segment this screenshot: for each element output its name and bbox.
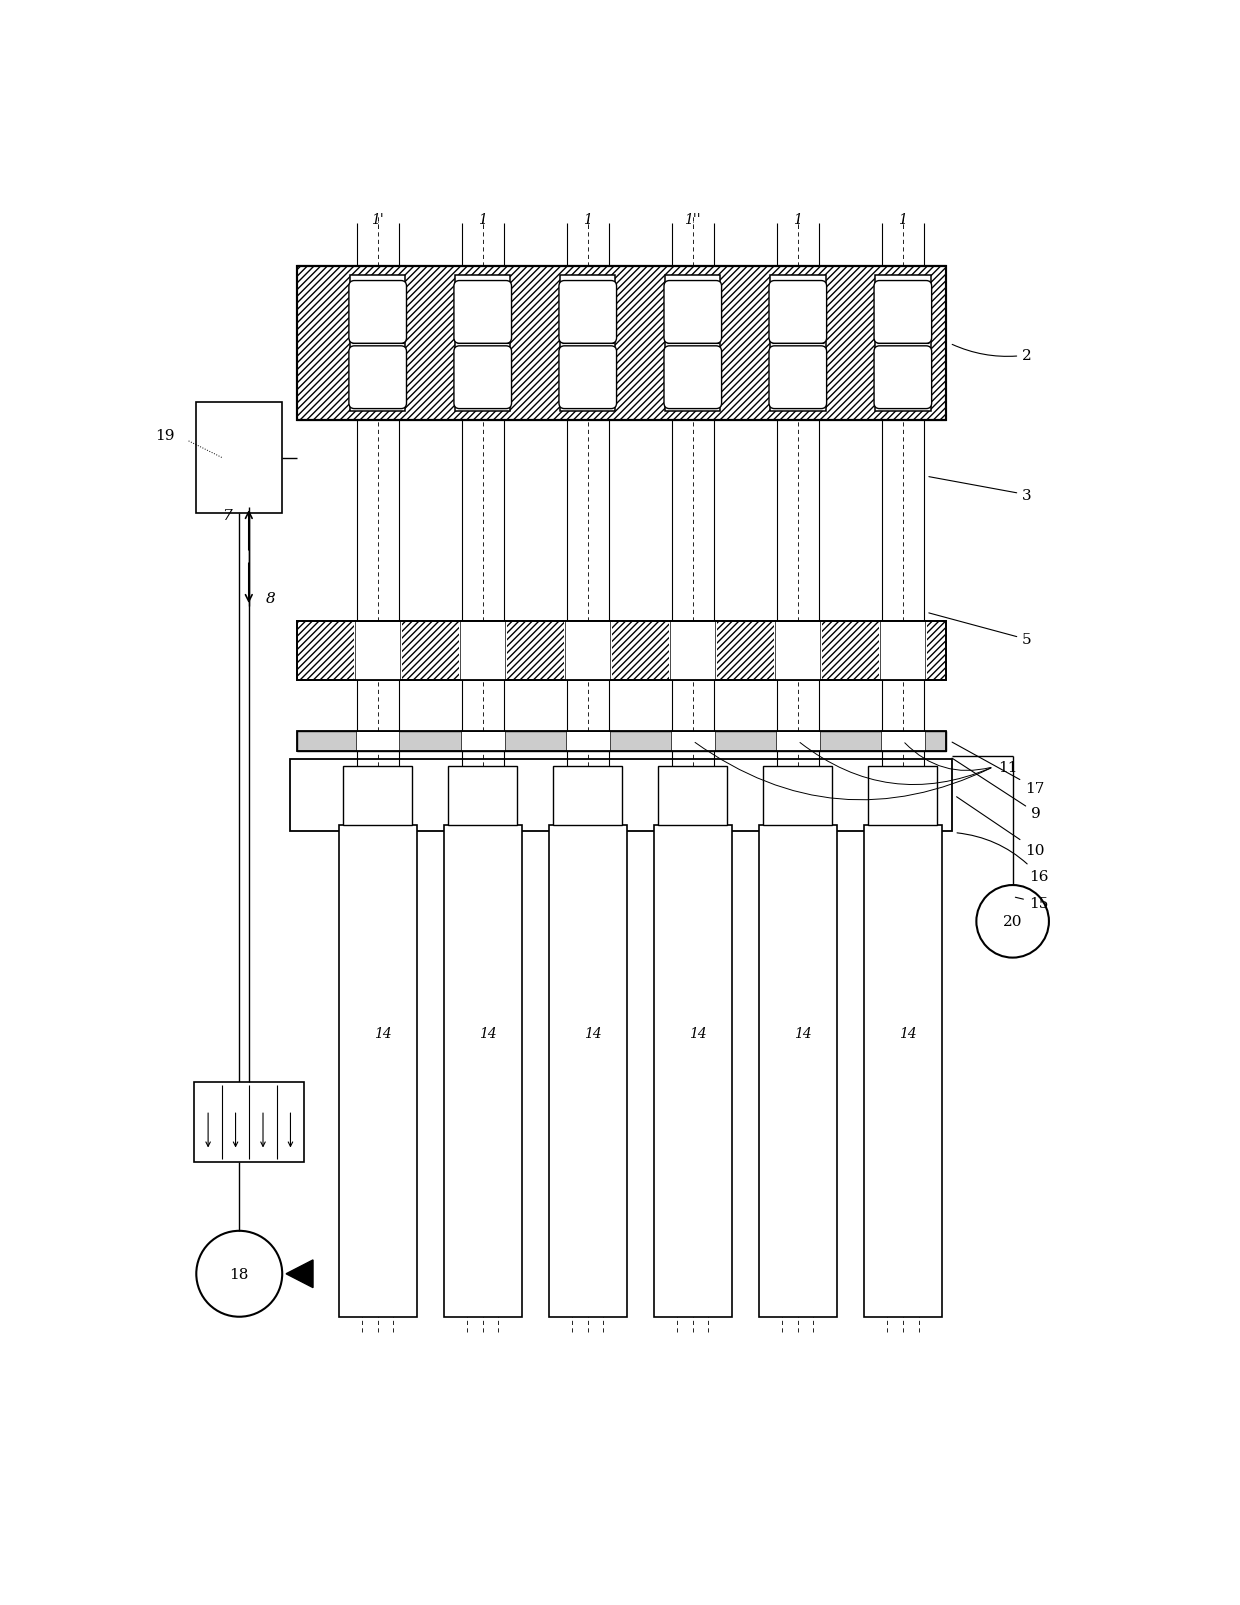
Text: 2: 2 xyxy=(952,345,1032,363)
FancyBboxPatch shape xyxy=(663,347,722,409)
Bar xyxy=(461,732,505,751)
Polygon shape xyxy=(286,1260,312,1287)
FancyBboxPatch shape xyxy=(874,281,931,343)
Bar xyxy=(882,732,925,751)
Text: 8: 8 xyxy=(265,592,275,607)
Bar xyxy=(560,276,615,412)
Text: 14: 14 xyxy=(373,1026,392,1040)
Text: 14: 14 xyxy=(899,1026,916,1040)
Text: 14: 14 xyxy=(479,1026,497,1040)
Bar xyxy=(195,1082,304,1162)
Bar xyxy=(296,266,946,421)
Bar xyxy=(565,621,610,681)
FancyBboxPatch shape xyxy=(348,281,407,343)
Text: 10: 10 xyxy=(956,798,1044,857)
Bar xyxy=(460,621,505,681)
Text: 16: 16 xyxy=(957,833,1048,883)
Bar xyxy=(355,621,401,681)
Text: 20: 20 xyxy=(1003,915,1023,929)
Bar xyxy=(658,766,727,825)
Bar xyxy=(507,621,564,681)
Text: 1: 1 xyxy=(583,213,593,226)
Bar xyxy=(611,621,668,681)
Bar xyxy=(717,621,774,681)
Bar xyxy=(759,825,837,1318)
Bar xyxy=(296,732,946,751)
Bar xyxy=(875,276,930,412)
FancyBboxPatch shape xyxy=(454,347,512,409)
Text: 15: 15 xyxy=(1016,896,1048,910)
FancyBboxPatch shape xyxy=(769,347,827,409)
Bar xyxy=(775,621,821,681)
Bar xyxy=(776,732,820,751)
Bar xyxy=(290,759,952,831)
Bar xyxy=(548,825,627,1318)
Bar xyxy=(356,732,399,751)
Text: 1'': 1'' xyxy=(684,213,701,226)
FancyBboxPatch shape xyxy=(663,281,722,343)
Bar xyxy=(296,621,946,681)
Bar xyxy=(402,621,459,681)
Text: 14: 14 xyxy=(689,1026,707,1040)
Bar xyxy=(671,621,715,681)
Text: 1: 1 xyxy=(479,213,487,226)
Bar xyxy=(553,766,622,825)
FancyBboxPatch shape xyxy=(559,347,616,409)
Text: 9: 9 xyxy=(952,759,1040,820)
Bar xyxy=(928,621,946,681)
Text: 17: 17 xyxy=(952,743,1044,794)
Bar xyxy=(565,732,610,751)
FancyBboxPatch shape xyxy=(454,281,512,343)
Bar xyxy=(764,766,832,825)
Bar xyxy=(449,766,517,825)
Bar xyxy=(343,766,412,825)
Text: 19: 19 xyxy=(155,429,175,443)
Bar xyxy=(296,621,353,681)
Text: 1: 1 xyxy=(794,213,802,226)
Text: 1': 1' xyxy=(371,213,384,226)
Text: 1: 1 xyxy=(899,213,908,226)
Bar xyxy=(653,825,732,1318)
Bar xyxy=(350,276,405,412)
Text: 5: 5 xyxy=(929,613,1032,647)
Text: 3: 3 xyxy=(929,477,1032,502)
Bar xyxy=(822,621,879,681)
Bar xyxy=(444,825,522,1318)
Bar xyxy=(770,276,826,412)
Bar xyxy=(296,732,946,751)
Bar xyxy=(296,266,946,421)
Bar xyxy=(339,825,417,1318)
Bar xyxy=(864,825,942,1318)
Text: 11: 11 xyxy=(998,761,1018,774)
Text: 14: 14 xyxy=(584,1026,601,1040)
FancyBboxPatch shape xyxy=(874,347,931,409)
Text: 7: 7 xyxy=(222,509,232,523)
Bar xyxy=(196,403,283,514)
Bar xyxy=(880,621,925,681)
Bar xyxy=(455,276,511,412)
FancyBboxPatch shape xyxy=(769,281,827,343)
Bar xyxy=(868,766,937,825)
FancyBboxPatch shape xyxy=(559,281,616,343)
Bar xyxy=(671,732,714,751)
FancyBboxPatch shape xyxy=(348,347,407,409)
Text: 14: 14 xyxy=(794,1026,812,1040)
Text: 18: 18 xyxy=(229,1266,249,1281)
Bar xyxy=(296,621,946,681)
Bar xyxy=(665,276,720,412)
